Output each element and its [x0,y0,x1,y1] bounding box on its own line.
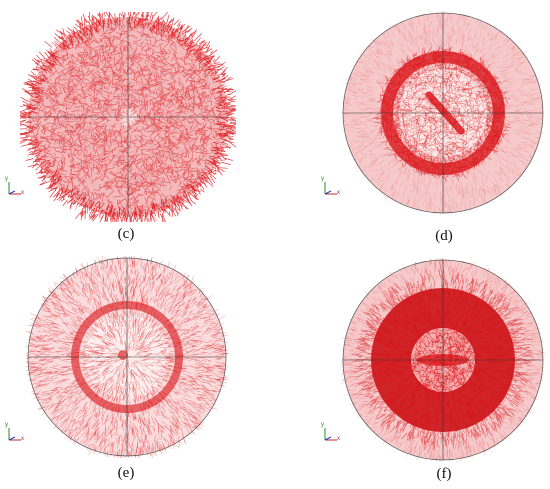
panel-c [20,12,236,222]
panel-f-image [341,258,545,462]
y-axis-label: y [5,176,8,182]
panel-c-axes-triad: y x [4,176,26,198]
panel-d [341,11,545,215]
panel-e [26,256,228,458]
x-axis-label: x [337,190,340,196]
caption-e: (e) [117,465,135,481]
panel-d-axes-triad: y x [320,176,342,198]
y-axis-label: y [5,422,8,428]
x-axis-label: x [21,190,24,196]
panel-c-image [20,12,236,222]
caption-d: (d) [435,228,453,244]
y-axis-label: y [321,422,324,428]
panel-f-axes-triad: y x [320,422,342,444]
x-axis-label: x [337,436,340,442]
y-axis-label: y [321,176,324,182]
panel-e-axes-triad: y x [4,422,26,444]
caption-c: (c) [117,226,135,242]
x-axis-label: x [21,436,24,442]
panel-f [341,258,545,462]
caption-f: (f) [436,466,452,482]
panel-e-image [26,256,228,458]
panel-d-image [341,11,545,215]
